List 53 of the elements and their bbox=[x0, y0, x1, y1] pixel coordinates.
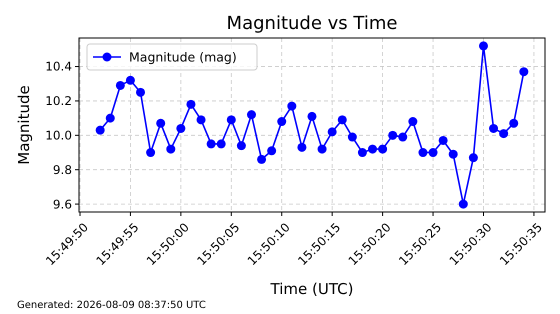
point bbox=[398, 132, 408, 142]
point bbox=[216, 139, 226, 148]
point bbox=[226, 115, 236, 124]
point bbox=[257, 154, 266, 164]
point bbox=[236, 141, 246, 150]
point bbox=[176, 124, 186, 133]
point bbox=[186, 100, 196, 109]
y-tick-label: 10.4 bbox=[45, 60, 72, 74]
point bbox=[297, 142, 306, 152]
point bbox=[418, 148, 428, 158]
point bbox=[478, 41, 488, 50]
point bbox=[287, 102, 296, 111]
point bbox=[368, 144, 378, 154]
point bbox=[378, 144, 388, 154]
point bbox=[166, 144, 176, 154]
point bbox=[458, 200, 468, 209]
point bbox=[307, 112, 316, 121]
y-tick-label: 9.8 bbox=[52, 162, 72, 177]
point bbox=[509, 118, 518, 128]
point bbox=[519, 67, 528, 76]
y-axis-title: Magnitude bbox=[15, 85, 33, 165]
point bbox=[358, 148, 367, 158]
point bbox=[277, 117, 286, 126]
point bbox=[468, 153, 478, 162]
point bbox=[106, 114, 115, 123]
y-tick-label: 10.2 bbox=[45, 94, 72, 108]
point bbox=[146, 148, 156, 158]
point bbox=[388, 130, 398, 140]
text: Generated: 2026-08-09 08:37:50 UTC bbox=[17, 300, 206, 311]
point bbox=[96, 126, 105, 135]
y-tick-label: 9.6 bbox=[52, 197, 72, 212]
point bbox=[156, 118, 166, 128]
point bbox=[206, 139, 216, 148]
point bbox=[126, 76, 135, 85]
point bbox=[448, 150, 458, 159]
point bbox=[489, 124, 498, 133]
point bbox=[338, 115, 347, 124]
point bbox=[499, 129, 508, 138]
x-axis-title: Time (UTC) bbox=[270, 280, 354, 298]
point bbox=[136, 88, 146, 97]
point bbox=[116, 80, 125, 90]
point bbox=[408, 117, 418, 126]
point bbox=[318, 144, 327, 154]
point bbox=[267, 146, 276, 156]
point bbox=[428, 148, 438, 158]
point bbox=[348, 132, 357, 142]
point bbox=[328, 127, 337, 136]
chart-title: Magnitude vs Time bbox=[226, 13, 398, 34]
point bbox=[438, 136, 448, 145]
y-tick-label: 10.0 bbox=[45, 128, 72, 143]
point bbox=[196, 115, 206, 124]
point bbox=[246, 110, 256, 120]
legend-label: Magnitude (mag) bbox=[129, 49, 237, 64]
